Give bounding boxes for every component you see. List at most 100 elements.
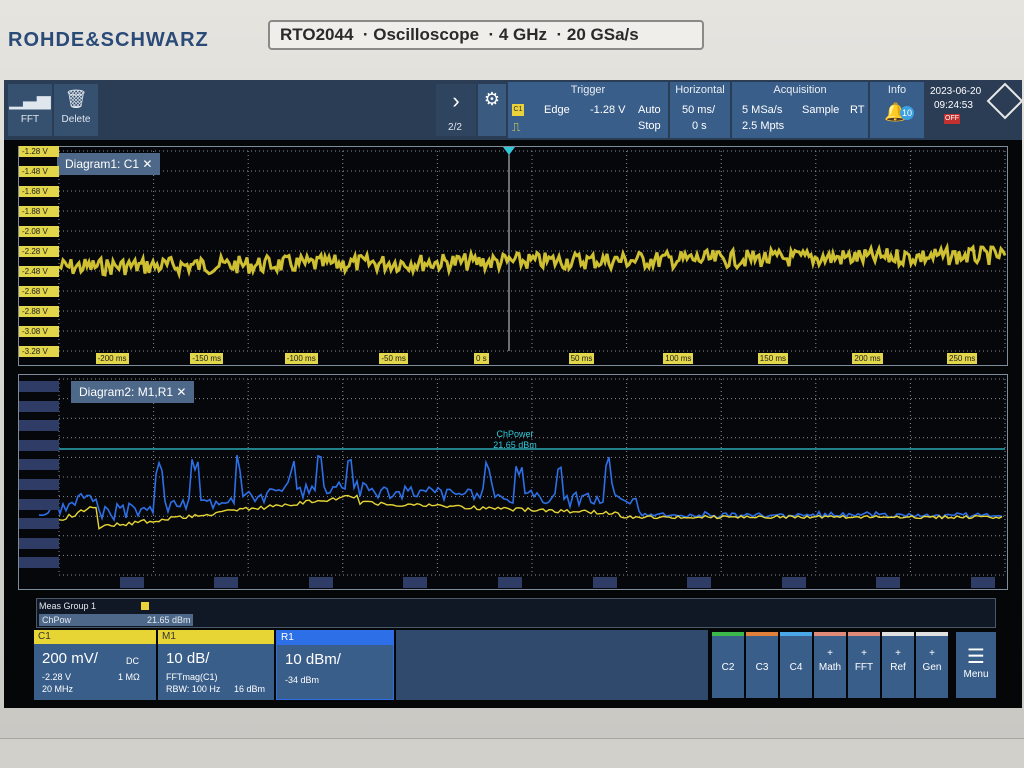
diagram1[interactable]: Diagram1: C1 ✕ -1.28 V -1.48 V -1.68 V -1.8… bbox=[18, 146, 1008, 366]
chevron-right-icon: › bbox=[452, 88, 460, 113]
diagram2-x-tick-label bbox=[876, 577, 901, 588]
acquisition-rt: RT bbox=[850, 104, 865, 116]
channel-c1-impedance: 1 MΩ bbox=[118, 672, 140, 682]
trigger-mode: Auto bbox=[638, 104, 661, 116]
c2-color-bar bbox=[712, 632, 744, 636]
delete-label: Delete bbox=[61, 114, 91, 125]
diagram2-y-tick-label bbox=[19, 439, 59, 451]
info-pane[interactable]: Info 🔔 10 bbox=[870, 82, 924, 138]
diagram1-x-tick-label: 250 ms bbox=[947, 353, 978, 364]
diagram1-x-tick-label: -200 ms bbox=[95, 353, 129, 364]
close-icon[interactable]: ✕ bbox=[142, 157, 153, 171]
channel-c3-button[interactable]: C3 bbox=[746, 632, 778, 698]
next-page-button[interactable]: › bbox=[436, 84, 476, 136]
diagram1-tab[interactable]: Diagram1: C1 ✕ bbox=[57, 153, 161, 175]
c3-label: C3 bbox=[755, 662, 769, 673]
channel-m1-name: M1 bbox=[158, 630, 274, 644]
c2-label: C2 bbox=[721, 662, 735, 673]
channel-c1-scale: 200 mV/ bbox=[42, 650, 98, 667]
meas-value: 21.65 dBm bbox=[147, 615, 191, 625]
clock-date: 2023-06-20 bbox=[930, 86, 982, 97]
trigger-state: Stop bbox=[638, 120, 661, 132]
channel-r1-box[interactable]: R1 10 dBm/ -34 dBm bbox=[276, 630, 394, 700]
add-fft-button[interactable]: + FFT bbox=[848, 632, 880, 698]
ref-label: Ref bbox=[890, 662, 906, 673]
delete-button[interactable]: 🗑 Delete bbox=[54, 84, 98, 136]
oscilloscope-screen: ▁▃▅ FFT 🗑 Delete › 2/2 ⚙ Trigger C1 ⎍ Ed… bbox=[4, 80, 1022, 708]
info-count-badge: 10 bbox=[900, 106, 914, 120]
hamburger-icon: ☰ bbox=[967, 646, 985, 668]
diagram1-y-tick-label: -2.88 V bbox=[19, 306, 59, 317]
diagram2-y-tick-label bbox=[19, 498, 59, 510]
diagram1-tab-label: Diagram1: C1 bbox=[65, 157, 140, 171]
trigger-level: -1.28 V bbox=[590, 104, 626, 116]
channel-c2-button[interactable]: C2 bbox=[712, 632, 744, 698]
menu-button[interactable]: ☰ Menu bbox=[956, 632, 996, 698]
acquisition-mode: Sample bbox=[802, 104, 840, 116]
diagram1-y-tick-label: -2.28 V bbox=[19, 246, 59, 257]
diagram2-tab-label: Diagram2: M1,R1 bbox=[79, 385, 174, 399]
r1-spectrum-trace bbox=[38, 454, 1003, 523]
diagram1-x-tick-label: -150 ms bbox=[190, 353, 224, 364]
fft-button[interactable]: ▁▃▅ FFT bbox=[8, 84, 52, 136]
diagram2-y-tick-label bbox=[19, 420, 59, 432]
horizontal-scale: 50 ms/ bbox=[682, 104, 716, 116]
diagram1-y-tick-label: -2.48 V bbox=[19, 266, 59, 277]
channel-c4-button[interactable]: C4 bbox=[780, 632, 812, 698]
trigger-position-icon bbox=[503, 147, 515, 155]
chpower-cursor-label: ChPower 21.65 dBm bbox=[475, 429, 555, 451]
diagram1-y-tick-label: -1.28 V bbox=[19, 146, 59, 157]
trigger-source-chip: C1 bbox=[512, 104, 524, 116]
horizontal-pane[interactable]: Horizontal 50 ms/ 0 s bbox=[670, 82, 730, 138]
diagram1-y-tick-label: -3.28 V bbox=[19, 346, 59, 357]
ref-color-bar bbox=[882, 632, 914, 636]
fft-bars-icon: ▁▃▅ bbox=[9, 89, 51, 109]
acquisition-points: 2.5 Mpts bbox=[742, 120, 785, 132]
diagram1-y-tick-label: -2.68 V bbox=[19, 286, 59, 297]
add-math-button[interactable]: + Math bbox=[814, 632, 846, 698]
rising-edge-icon: ⎍ bbox=[512, 120, 521, 134]
close-icon[interactable]: ✕ bbox=[176, 385, 187, 399]
m1-fft-trace bbox=[38, 494, 1003, 530]
brand-logo: ROHDE&SCHWARZ bbox=[8, 29, 209, 51]
diagram2-plot bbox=[38, 378, 1006, 576]
trash-icon: 🗑 bbox=[64, 89, 88, 109]
diagram2-x-tick-label bbox=[781, 577, 806, 588]
diagram1-x-tick-label: 200 ms bbox=[852, 353, 883, 364]
meas-color-chip bbox=[141, 602, 149, 610]
add-gen-button[interactable]: + Gen bbox=[916, 632, 948, 698]
trigger-pane[interactable]: Trigger C1 ⎍ Edge -1.28 V Auto Stop bbox=[508, 82, 668, 138]
clock-pane: 2023-06-20 09:24:53 OFF bbox=[926, 82, 1020, 138]
channel-r1-offset: -34 dBm bbox=[285, 675, 320, 685]
channel-c1-box[interactable]: C1 200 mV/ DC -2.28 V 1 MΩ 20 MHz bbox=[34, 630, 156, 700]
clock-time: 09:24:53 bbox=[934, 100, 973, 111]
acquisition-pane[interactable]: Acquisition 5 MSa/s 2.5 Mpts Sample RT bbox=[732, 82, 868, 138]
acquisition-rate: 5 MSa/s bbox=[742, 104, 783, 116]
diagram1-y-tick-label: -3.08 V bbox=[19, 326, 59, 337]
model-label: RTO2044 · Oscilloscope · 4 GHz · 20 GSa/… bbox=[268, 20, 704, 50]
diagram1-x-tick-label: 150 ms bbox=[757, 353, 789, 364]
channel-m1-ref: 16 dBm bbox=[234, 684, 266, 694]
acquisition-title: Acquisition bbox=[773, 84, 827, 96]
channel-empty-area[interactable] bbox=[396, 630, 708, 700]
channel-c1-bandwidth: 20 MHz bbox=[42, 684, 74, 694]
diagram2-x-tick-label bbox=[403, 577, 428, 588]
fft-color-bar bbox=[848, 632, 880, 636]
plus-icon: + bbox=[827, 648, 833, 659]
channel-m1-box[interactable]: M1 10 dB/ FFTmag(C1) RBW: 100 Hz 16 dBm bbox=[158, 630, 274, 700]
diagram2-x-tick-label bbox=[687, 577, 712, 588]
settings-button[interactable]: ⚙ bbox=[478, 84, 506, 136]
diagram2-y-tick-label bbox=[19, 518, 59, 530]
diagram2-y-tick-label bbox=[19, 381, 59, 392]
trigger-type: Edge bbox=[544, 104, 570, 116]
measurement-group[interactable]: Meas Group 1 ChPow 21.65 dBm bbox=[36, 598, 996, 628]
diagram2[interactable]: Diagram2: M1,R1 ✕ ChPower 21.65 dBm bbox=[18, 374, 1008, 590]
diagram2-tab[interactable]: Diagram2: M1,R1 ✕ bbox=[71, 381, 195, 403]
diagram2-y-tick-label bbox=[19, 557, 59, 569]
diagram2-x-tick-label bbox=[119, 577, 144, 588]
channel-m1-scale: 10 dB/ bbox=[166, 650, 210, 667]
add-ref-button[interactable]: + Ref bbox=[882, 632, 914, 698]
c4-label: C4 bbox=[789, 662, 803, 673]
diagram2-x-tick-label bbox=[971, 577, 995, 588]
